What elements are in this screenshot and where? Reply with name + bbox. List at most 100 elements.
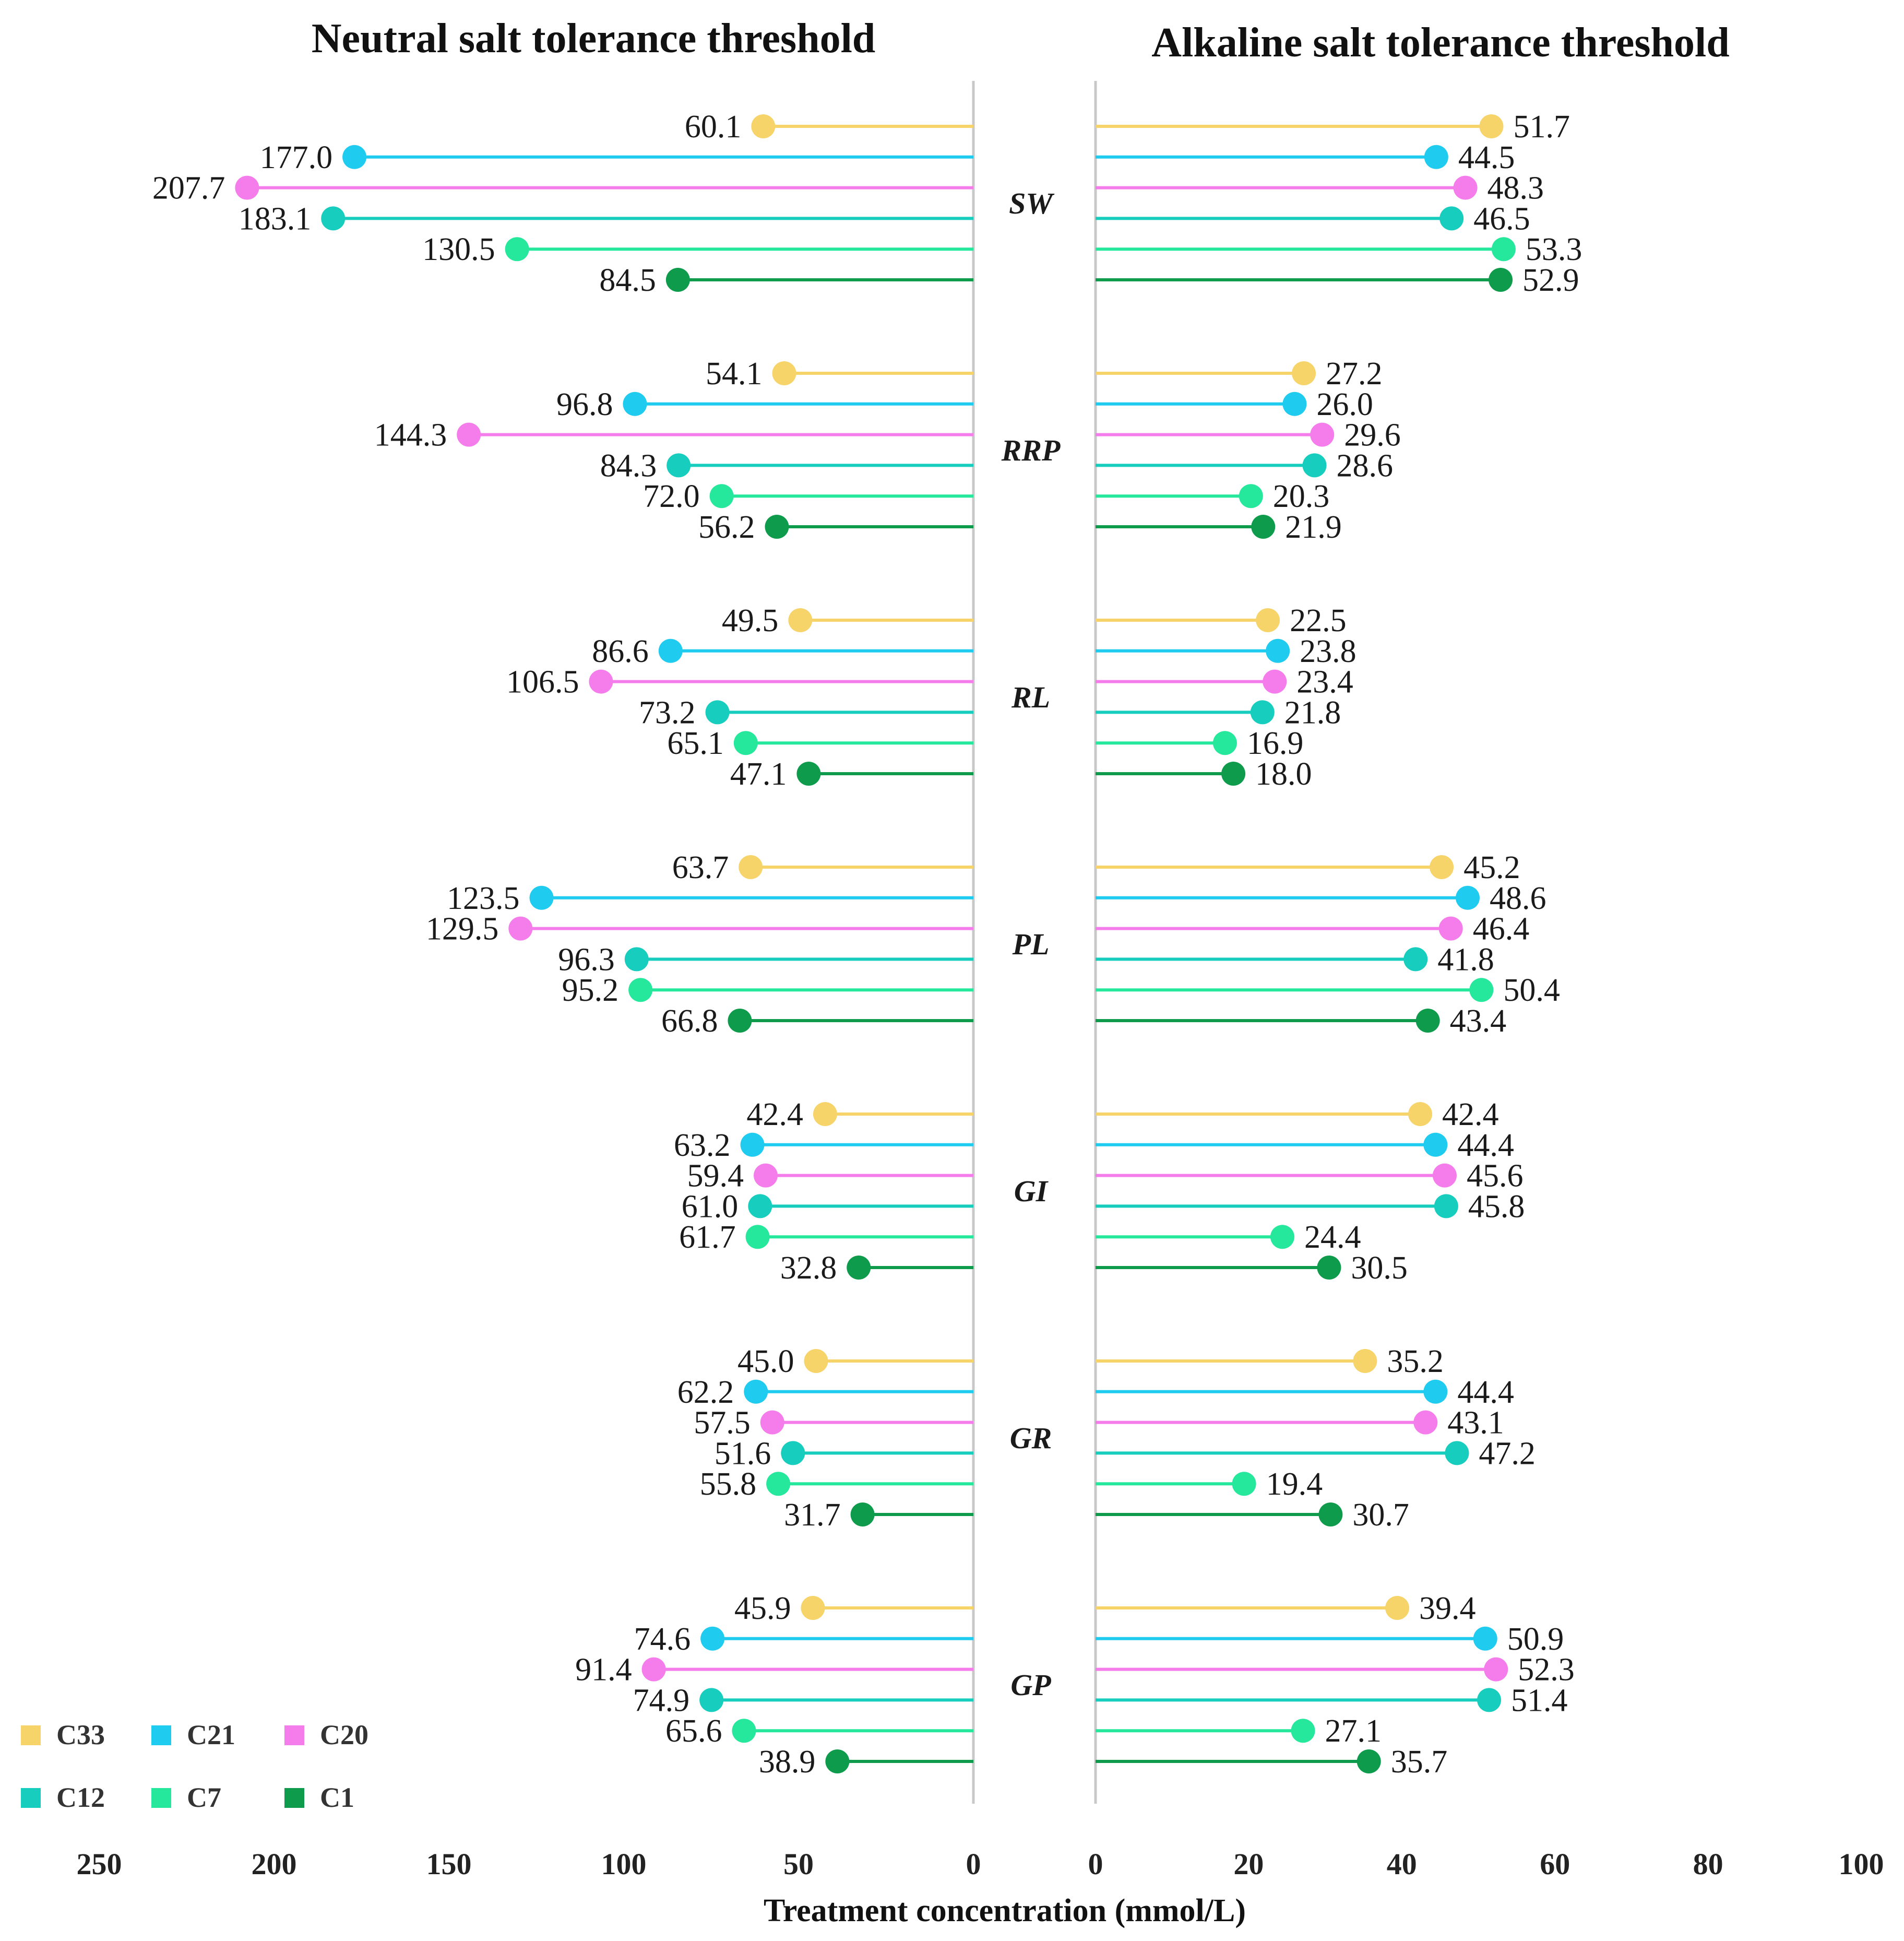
alkaline-label-gp-c12: 51.4 — [1511, 1683, 1568, 1718]
alkaline-dot-sw-c21 — [1424, 145, 1448, 169]
alkaline-dot-gi-c7 — [1270, 1225, 1294, 1249]
legend-swatch-c12 — [21, 1788, 41, 1808]
neutral-label-rrp-c33: 54.1 — [706, 356, 763, 392]
legend-swatch-c21 — [151, 1725, 171, 1745]
neutral-dot-rl-c21 — [658, 638, 683, 663]
neutral-label-sw-c33: 60.1 — [685, 109, 742, 145]
neutral-dot-sw-c20 — [235, 175, 259, 200]
alkaline-dot-gp-c12 — [1477, 1688, 1502, 1712]
neutral-dot-gi-c7 — [745, 1225, 770, 1249]
alkaline-dot-gi-c21 — [1423, 1132, 1448, 1157]
alkaline-label-gr-c20: 43.1 — [1447, 1405, 1504, 1441]
alkaline-dot-gr-c33 — [1353, 1349, 1377, 1373]
trait-label-rl: RL — [1011, 680, 1050, 714]
legend-label-c20: C20 — [320, 1719, 368, 1750]
neutral-label-rl-c1: 47.1 — [730, 756, 787, 792]
alkaline-label-rrp-c1: 21.9 — [1285, 510, 1342, 545]
trait-label-pl: PL — [1012, 927, 1050, 961]
neutral-tick-150: 150 — [426, 1847, 472, 1881]
alkaline-tick-20: 20 — [1233, 1847, 1264, 1881]
alkaline-dot-gp-c21 — [1473, 1626, 1497, 1651]
neutral-dot-sw-c12 — [321, 206, 346, 231]
alkaline-dot-rl-c12 — [1250, 700, 1275, 725]
alkaline-dot-rrp-c7 — [1239, 484, 1263, 508]
neutral-label-rrp-c21: 96.8 — [556, 387, 613, 422]
trait-label-sw: SW — [1009, 186, 1054, 220]
neutral-label-sw-c7: 130.5 — [422, 232, 495, 267]
neutral-label-gp-c21: 74.6 — [634, 1622, 691, 1657]
alkaline-panel-title: Alkaline salt tolerance threshold — [1151, 20, 1729, 66]
alkaline-label-gi-c21: 44.4 — [1457, 1128, 1514, 1163]
legend-swatch-c1 — [284, 1788, 304, 1808]
alkaline-label-pl-c33: 45.2 — [1463, 850, 1520, 885]
neutral-tick-250: 250 — [77, 1847, 122, 1881]
alkaline-label-rl-c33: 22.5 — [1290, 603, 1347, 638]
neutral-dot-gp-c12 — [699, 1688, 724, 1712]
neutral-label-gr-c21: 62.2 — [677, 1375, 734, 1410]
neutral-label-pl-c7: 95.2 — [562, 973, 619, 1008]
alkaline-dot-pl-c7 — [1469, 978, 1494, 1002]
alkaline-label-gi-c12: 45.8 — [1468, 1189, 1525, 1224]
neutral-label-gp-c20: 91.4 — [575, 1652, 632, 1688]
alkaline-dot-rrp-c12 — [1302, 453, 1327, 478]
alkaline-label-gr-c33: 35.2 — [1387, 1344, 1444, 1379]
alkaline-tick-60: 60 — [1540, 1847, 1570, 1881]
alkaline-label-pl-c20: 46.4 — [1473, 912, 1530, 947]
neutral-tick-200: 200 — [252, 1847, 297, 1881]
alkaline-label-gi-c20: 45.6 — [1467, 1158, 1524, 1194]
neutral-label-gi-c1: 32.8 — [780, 1250, 837, 1286]
neutral-dot-rrp-c1 — [765, 515, 789, 539]
neutral-label-pl-c12: 96.3 — [558, 942, 615, 977]
trait-label-gr: GR — [1010, 1421, 1052, 1455]
alkaline-dot-rl-c20 — [1263, 669, 1287, 694]
neutral-label-rl-c7: 65.1 — [667, 726, 724, 761]
alkaline-dot-rl-c7 — [1212, 731, 1237, 755]
neutral-label-rl-c12: 73.2 — [639, 695, 696, 730]
alkaline-dot-gp-c20 — [1484, 1657, 1508, 1682]
alkaline-dot-pl-c20 — [1438, 916, 1463, 941]
alkaline-dot-sw-c7 — [1491, 237, 1516, 262]
neutral-dot-gi-c33 — [813, 1102, 837, 1126]
alkaline-label-sw-c33: 51.7 — [1513, 109, 1570, 145]
neutral-label-gr-c33: 45.0 — [737, 1344, 794, 1379]
neutral-label-rl-c21: 86.6 — [592, 634, 649, 669]
neutral-dot-rrp-c20 — [457, 422, 481, 447]
legend-label-c12: C12 — [56, 1782, 105, 1813]
alkaline-label-rl-c1: 18.0 — [1255, 756, 1312, 792]
alkaline-label-rl-c20: 23.4 — [1296, 665, 1353, 700]
neutral-dot-pl-c20 — [508, 916, 533, 941]
neutral-dot-gr-c33 — [804, 1349, 828, 1373]
neutral-dot-gp-c20 — [641, 1657, 666, 1682]
alkaline-label-gp-c33: 39.4 — [1419, 1591, 1476, 1626]
neutral-label-sw-c12: 183.1 — [239, 201, 312, 236]
alkaline-tick-80: 80 — [1693, 1847, 1723, 1881]
alkaline-label-pl-c1: 43.4 — [1450, 1003, 1507, 1039]
neutral-dot-rl-c7 — [733, 731, 758, 755]
neutral-label-gp-c7: 65.6 — [665, 1713, 722, 1749]
alkaline-label-gp-c21: 50.9 — [1507, 1622, 1564, 1657]
neutral-dot-pl-c1 — [728, 1009, 752, 1033]
neutral-label-pl-c1: 66.8 — [661, 1003, 718, 1039]
alkaline-tick-0: 0 — [1088, 1847, 1103, 1881]
chart-marks: 60.1 51.7 177.0 44.5 207.7 48.3 183.1 46.5 130.5… — [152, 109, 1582, 1780]
neutral-dot-pl-c12 — [624, 947, 649, 972]
alkaline-dot-sw-c20 — [1453, 175, 1478, 200]
neutral-label-rl-c33: 49.5 — [722, 603, 779, 638]
alkaline-dot-gi-c33 — [1408, 1102, 1433, 1126]
alkaline-dot-sw-c33 — [1479, 114, 1504, 138]
trait-label-gi: GI — [1014, 1174, 1049, 1208]
neutral-tick-100: 100 — [601, 1847, 647, 1881]
neutral-dot-gr-c12 — [781, 1441, 805, 1465]
alkaline-label-gr-c7: 19.4 — [1266, 1466, 1323, 1502]
neutral-dot-gp-c33 — [801, 1596, 825, 1620]
legend-label-c1: C1 — [320, 1782, 354, 1813]
alkaline-label-sw-c21: 44.5 — [1458, 140, 1515, 175]
neutral-dot-gp-c21 — [700, 1626, 725, 1651]
neutral-label-gr-c1: 31.7 — [784, 1497, 841, 1533]
alkaline-dot-rl-c1 — [1221, 762, 1246, 786]
alkaline-label-sw-c7: 53.3 — [1526, 232, 1582, 267]
neutral-dot-rrp-c12 — [667, 453, 691, 478]
neutral-label-gi-c12: 61.0 — [682, 1189, 739, 1224]
